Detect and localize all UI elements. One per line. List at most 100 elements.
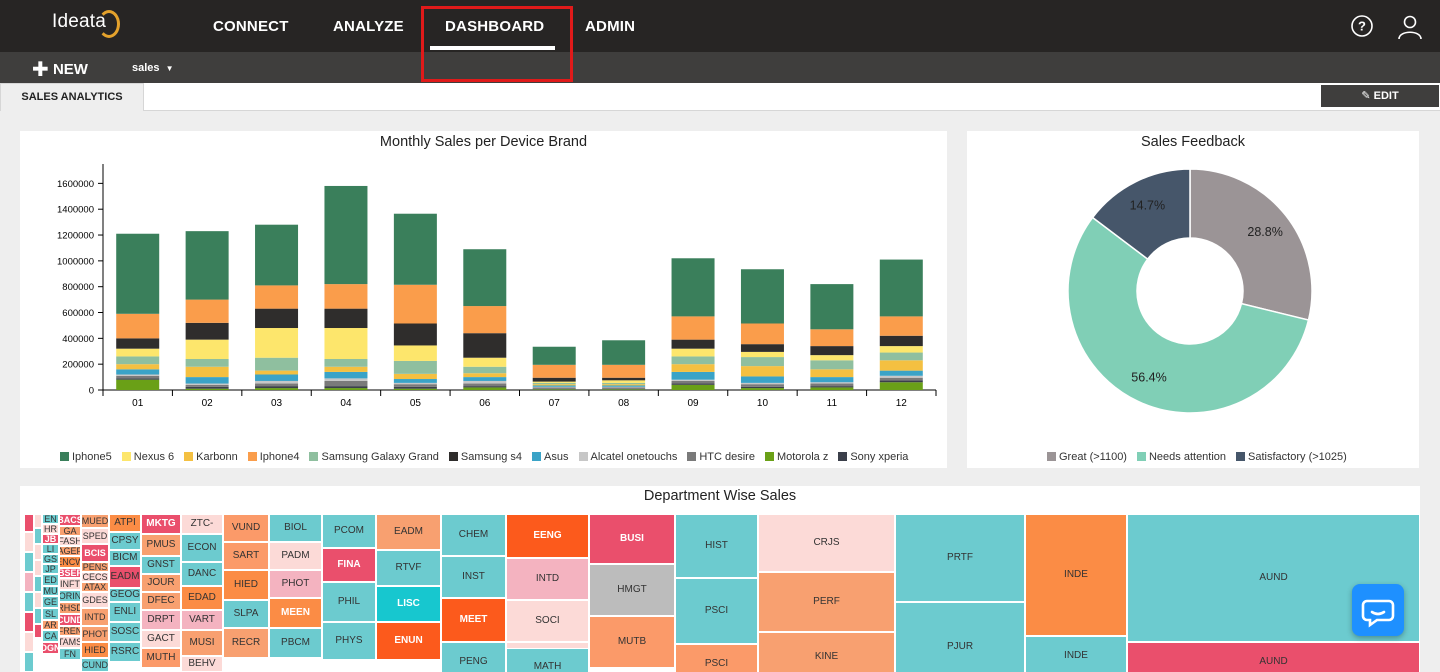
treemap-cell[interactable]: PRTF — [895, 514, 1025, 602]
treemap-cell[interactable]: BUSI — [589, 514, 675, 564]
treemap-cell[interactable]: DFEC — [141, 592, 181, 610]
chat-button[interactable] — [1352, 584, 1404, 636]
treemap-cell[interactable]: HIST — [675, 514, 758, 578]
legend-item[interactable]: Great (>1100) — [1047, 451, 1127, 463]
treemap-cell[interactable] — [34, 608, 42, 624]
treemap-cell[interactable]: FINA — [322, 548, 376, 582]
legend-item[interactable]: Karbonn — [184, 451, 238, 463]
new-button[interactable]: ✚ NEW — [32, 57, 88, 82]
treemap-cell[interactable]: ATAX — [81, 582, 109, 592]
treemap-cell[interactable]: GEOG — [109, 588, 141, 602]
treemap-cell[interactable]: GA — [59, 526, 81, 536]
legend-item[interactable]: Samsung s4 — [448, 451, 522, 463]
treemap-cell[interactable]: SLPA — [223, 600, 269, 628]
treemap-cell[interactable]: BEHV — [181, 656, 223, 672]
legend-item[interactable]: Asus — [532, 451, 569, 463]
treemap-cell[interactable]: BSEF — [59, 568, 81, 578]
treemap-cell[interactable]: HR — [42, 524, 59, 534]
treemap-cell[interactable]: FREN — [59, 626, 81, 636]
treemap-cell[interactable]: PMUS — [141, 534, 181, 556]
treemap-cell[interactable] — [34, 560, 42, 576]
treemap-cell[interactable]: CHEM — [441, 514, 506, 556]
treemap-cell[interactable] — [24, 552, 34, 572]
treemap-cell[interactable]: INTD — [81, 608, 109, 626]
legend-item[interactable]: Motorola z — [764, 451, 828, 463]
treemap-cell[interactable]: INDE — [1025, 514, 1127, 636]
treemap-cell[interactable]: CPSY — [109, 532, 141, 550]
treemap-cell[interactable]: ENCW — [59, 556, 81, 568]
treemap-cell[interactable]: ED — [42, 574, 59, 586]
treemap-cell[interactable] — [34, 576, 42, 592]
treemap-cell[interactable]: EN — [42, 514, 59, 524]
treemap-cell[interactable]: INDE — [1025, 636, 1127, 672]
treemap-cell[interactable]: ENLI — [109, 602, 141, 622]
treemap-cell[interactable]: AUND — [1127, 642, 1420, 672]
treemap-cell[interactable]: PADM — [269, 542, 322, 570]
treemap-cell[interactable]: DRPT — [141, 610, 181, 630]
treemap-cell[interactable]: ZTC- — [181, 514, 223, 534]
treemap-cell[interactable]: MUTB — [589, 616, 675, 668]
treemap-cell[interactable] — [24, 632, 34, 652]
treemap-cell[interactable]: FASH — [59, 536, 81, 546]
treemap-cell[interactable]: EENG — [506, 514, 589, 558]
treemap-cell[interactable]: EADM — [376, 514, 441, 550]
treemap-cell[interactable] — [24, 532, 34, 552]
treemap-cell[interactable]: RSRC — [109, 642, 141, 662]
treemap-cell[interactable]: JP — [42, 564, 59, 574]
treemap-cell[interactable]: ENUN — [376, 622, 441, 660]
treemap-cell[interactable]: JOUR — [141, 574, 181, 592]
treemap-cell[interactable]: BICM — [109, 550, 141, 566]
treemap-cell[interactable]: PBCM — [269, 628, 322, 658]
treemap-cell[interactable]: PERF — [758, 572, 895, 632]
treemap-cell[interactable]: MUSI — [181, 630, 223, 656]
treemap-cell[interactable]: SOCI — [506, 600, 589, 642]
treemap-cell[interactable]: PENG — [441, 642, 506, 672]
treemap-cell[interactable]: HIED — [81, 642, 109, 658]
legend-item[interactable]: Nexus 6 — [121, 451, 174, 463]
treemap-cell[interactable] — [34, 544, 42, 560]
legend-item[interactable]: HTC desire — [687, 451, 755, 463]
dataset-dropdown[interactable]: sales ▼ — [132, 62, 174, 74]
treemap-cell[interactable]: INTD — [506, 558, 589, 600]
treemap-cell[interactable]: VUND — [223, 514, 269, 542]
nav-dashboard[interactable]: DASHBOARD — [445, 18, 545, 35]
nav-analyze[interactable]: ANALYZE — [333, 18, 404, 35]
treemap-cell[interactable]: DGN — [42, 642, 59, 654]
tab-sales-analytics[interactable]: SALES ANALYTICS — [0, 83, 144, 111]
treemap-cell[interactable]: MUED — [81, 514, 109, 528]
nav-admin[interactable]: ADMIN — [585, 18, 636, 35]
treemap-cell[interactable]: CECS — [81, 572, 109, 582]
treemap-cell[interactable]: RECR — [223, 628, 269, 658]
treemap-cell[interactable] — [24, 514, 34, 532]
treemap-cell[interactable]: LI — [42, 544, 59, 554]
treemap-cell[interactable]: GDES — [81, 592, 109, 608]
app-logo[interactable]: Ideata — [52, 11, 107, 32]
treemap-cell[interactable]: ATPI — [109, 514, 141, 532]
treemap-cell[interactable]: INST — [441, 556, 506, 598]
treemap-cell[interactable]: MKTG — [141, 514, 181, 534]
treemap-cell[interactable]: CA — [42, 630, 59, 642]
treemap-cell[interactable]: JB — [42, 534, 59, 544]
treemap-cell[interactable]: PSCI — [675, 578, 758, 644]
treemap-cell[interactable]: PENS — [81, 562, 109, 572]
treemap-cell[interactable]: ECON — [181, 534, 223, 562]
treemap-cell[interactable]: HMGT — [589, 564, 675, 616]
treemap-cell[interactable]: EADM — [109, 566, 141, 588]
treemap-cell[interactable] — [34, 528, 42, 544]
legend-item[interactable]: Samsung Galaxy Grand — [309, 451, 439, 463]
treemap-cell[interactable]: PSCI — [675, 644, 758, 672]
legend-item[interactable]: Iphone4 — [247, 451, 299, 463]
treemap-cell[interactable]: RHSD — [59, 602, 81, 614]
treemap-cell[interactable]: TAMS — [59, 636, 81, 648]
treemap-cell[interactable]: AGEP — [59, 546, 81, 556]
treemap-cell[interactable]: ORIN — [59, 590, 81, 602]
treemap-cell[interactable]: MEEN — [269, 598, 322, 628]
treemap-cell[interactable]: SOSC — [109, 622, 141, 642]
legend-item[interactable]: Iphone5 — [60, 451, 112, 463]
treemap-cell[interactable]: DANC — [181, 562, 223, 586]
treemap-cell[interactable]: VART — [181, 610, 223, 630]
treemap-cell[interactable]: PJUR — [895, 602, 1025, 672]
treemap-cell[interactable]: EDAD — [181, 586, 223, 610]
help-icon[interactable]: ? — [1350, 14, 1374, 38]
legend-item[interactable]: Satisfactory (>1025) — [1236, 451, 1347, 463]
